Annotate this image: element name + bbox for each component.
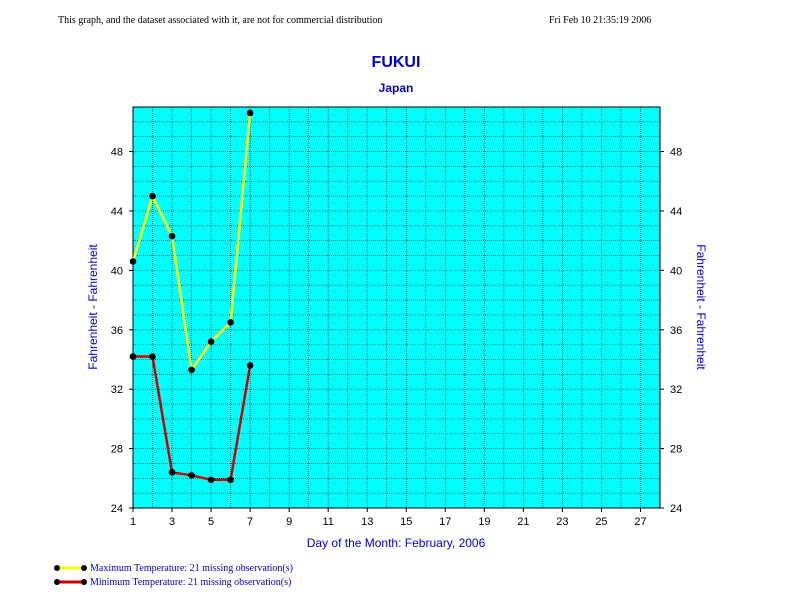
legend-max-label: Maximum Temperature: 21 missing observat… (90, 563, 293, 574)
y-axis-label-right: Fahrenheit - Fahrenheit (694, 244, 708, 370)
min-temperature-point (246, 362, 254, 369)
min-temperature-point (149, 353, 156, 360)
grid (133, 107, 660, 508)
legend-min-marker-right (81, 579, 87, 585)
max-temperature-point (149, 192, 156, 200)
min-temperature-point (207, 476, 215, 484)
max-temperature-point (227, 319, 234, 326)
x-axis-label: Day of the Month: February, 2006 (307, 536, 486, 550)
notice-text: This graph, and the dataset associated w… (58, 15, 382, 26)
min-temperature-point (188, 472, 195, 479)
legend-max-marker-right (81, 565, 87, 571)
min-temperature-point (168, 469, 176, 476)
x-tick-label: 13 (361, 516, 373, 528)
max-temperature-point (207, 338, 215, 345)
x-tick-label: 7 (247, 516, 253, 528)
x-tick-label: 19 (478, 516, 490, 528)
x-tick-label: 25 (595, 516, 607, 528)
x-tick-label: 21 (517, 516, 529, 528)
chart-subtitle: Japan (379, 81, 414, 95)
legend: Maximum Temperature: 21 missing observat… (54, 563, 293, 588)
max-temperature-point (246, 109, 254, 117)
y-tick-label-left: 36 (111, 325, 123, 337)
min-temperature-point (129, 353, 137, 360)
y-tick-label-left: 40 (111, 265, 123, 277)
y-axis-label-left: Fahrenheit - Fahrenheit (86, 244, 100, 370)
y-tick-label-right: 28 (670, 444, 682, 456)
legend-max-marker-left (54, 565, 60, 571)
y-tick-label-right: 36 (670, 325, 682, 337)
x-tick-label: 27 (634, 516, 646, 528)
legend-min-label: Minimum Temperature: 21 missing observat… (90, 577, 291, 588)
y-tick-label-left: 24 (111, 503, 123, 515)
max-temperature-point (188, 366, 195, 374)
min-temperature-point (227, 476, 234, 484)
y-tick-label-right: 48 (670, 147, 682, 159)
y-tick-label-left: 48 (111, 147, 123, 159)
legend-min-marker-left (54, 579, 60, 585)
max-temperature-point (129, 258, 137, 265)
plot-area (133, 107, 660, 508)
chart-title: FUKUI (372, 54, 421, 71)
x-tick-label: 17 (439, 516, 451, 528)
x-tick-label: 15 (400, 516, 412, 528)
x-tick-label: 3 (169, 516, 175, 528)
y-tick-label-left: 44 (111, 206, 123, 218)
y-tick-label-right: 24 (670, 503, 682, 515)
timestamp-text: Fri Feb 10 21:35:19 2006 (549, 15, 651, 26)
x-tick-label: 1 (130, 516, 136, 528)
y-tick-label-right: 40 (670, 265, 682, 277)
plot-border (132, 106, 661, 509)
y-tick-label-right: 32 (670, 384, 682, 396)
x-tick-label: 9 (286, 516, 292, 528)
y-tick-label-right: 44 (670, 206, 682, 218)
max-temperature-point (168, 232, 176, 240)
x-tick-label: 5 (208, 516, 214, 528)
y-tick-label-left: 32 (111, 384, 123, 396)
x-tick-label: 23 (556, 516, 568, 528)
x-tick-label: 11 (322, 516, 333, 528)
y-tick-label-left: 28 (111, 444, 123, 456)
series-layer (129, 109, 254, 484)
